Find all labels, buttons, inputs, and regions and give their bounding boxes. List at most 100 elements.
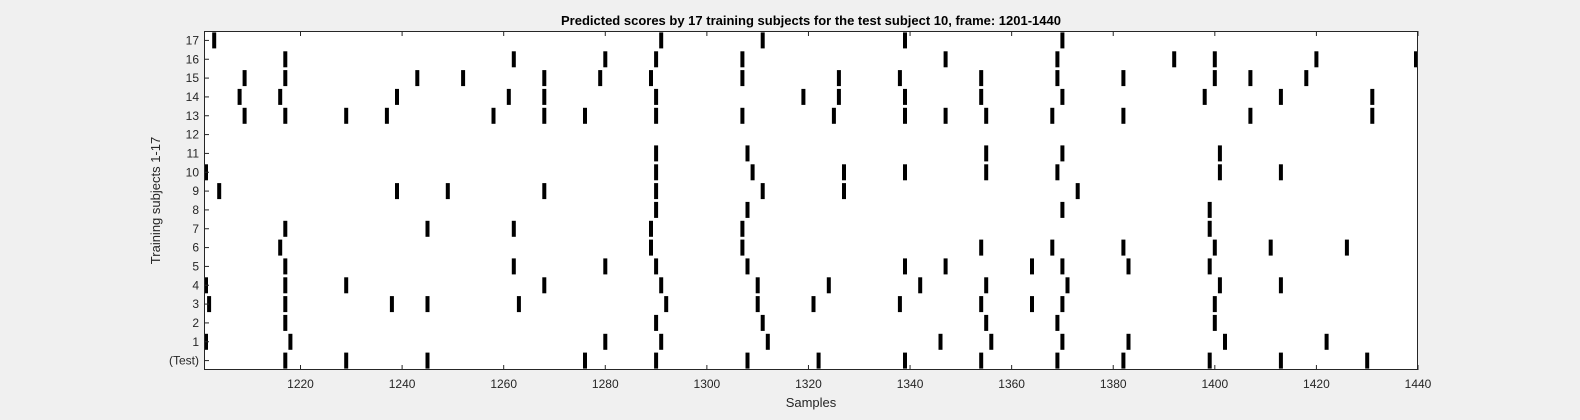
- score-mark: [1172, 51, 1177, 68]
- score-mark: [745, 145, 750, 162]
- y-tick-label: 13: [186, 109, 200, 123]
- score-mark: [745, 258, 750, 275]
- score-mark: [283, 220, 288, 237]
- score-mark: [1223, 333, 1227, 350]
- score-mark: [603, 258, 608, 275]
- score-mark: [750, 164, 755, 181]
- score-mark: [745, 201, 750, 218]
- score-mark: [740, 107, 745, 124]
- score-mark: [1126, 333, 1131, 350]
- y-tick-label: 12: [186, 128, 200, 142]
- score-mark: [984, 314, 989, 331]
- axis-ticks: 1220 1240 1260 1280 1300 1320 1340 1360 1380 1400…: [169, 31, 1432, 391]
- score-mark: [1030, 296, 1034, 313]
- score-mark: [989, 333, 994, 350]
- score-mark: [283, 314, 288, 331]
- y-tick-label: 11: [187, 146, 200, 160]
- score-mark: [654, 258, 659, 275]
- score-mark: [1248, 107, 1253, 124]
- score-mark: [283, 70, 288, 87]
- score-mark: [283, 296, 288, 313]
- score-mark: [395, 88, 399, 105]
- score-mark: [654, 164, 659, 181]
- score-mark: [760, 32, 765, 49]
- score-mark: [831, 107, 836, 124]
- score-mark: [943, 51, 948, 68]
- x-tick-label: 1440: [1405, 377, 1432, 391]
- score-mark: [217, 183, 222, 200]
- score-mark: [384, 107, 389, 124]
- score-mark: [1370, 88, 1375, 105]
- y-tick-label: 9: [192, 184, 199, 198]
- x-tick-label: 1340: [897, 377, 924, 391]
- score-mark: [740, 51, 745, 68]
- score-mark: [654, 51, 659, 68]
- score-mark: [603, 51, 608, 68]
- score-mark: [283, 258, 288, 275]
- y-tick-label: (Test): [169, 354, 199, 368]
- score-mark: [984, 107, 989, 124]
- score-mark: [344, 277, 349, 294]
- score-mark: [654, 107, 659, 124]
- score-mark: [979, 88, 984, 105]
- score-mark: [740, 220, 745, 237]
- score-mark: [654, 352, 659, 369]
- score-mark: [511, 220, 516, 237]
- score-mark: [760, 314, 765, 331]
- score-mark: [765, 333, 770, 350]
- score-mark: [745, 352, 750, 369]
- y-tick-label: 5: [192, 259, 199, 273]
- score-mark: [1065, 277, 1070, 294]
- score-mark: [1278, 277, 1283, 294]
- score-mark: [516, 296, 521, 313]
- score-mark: [415, 70, 420, 87]
- x-tick-label: 1260: [490, 377, 517, 391]
- score-mark: [740, 239, 745, 256]
- score-mark: [1217, 277, 1222, 294]
- x-axis-label: Samples: [786, 395, 837, 410]
- score-mark: [1060, 296, 1065, 313]
- score-mark: [207, 296, 212, 313]
- y-tick-label: 10: [186, 165, 200, 179]
- score-mark: [1060, 32, 1065, 49]
- x-tick-label: 1400: [1201, 377, 1228, 391]
- x-tick-label: 1300: [694, 377, 721, 391]
- y-tick-label: 14: [186, 90, 200, 104]
- score-mark: [903, 32, 907, 49]
- score-mark: [1278, 164, 1283, 181]
- score-mark: [1060, 145, 1065, 162]
- score-mark: [903, 352, 907, 369]
- score-mark: [278, 88, 283, 105]
- score-mark: [903, 258, 907, 275]
- score-mark: [979, 239, 984, 256]
- score-mark: [598, 70, 603, 87]
- score-mark: [1055, 51, 1060, 68]
- score-mark: [278, 239, 283, 256]
- score-mark: [755, 277, 760, 294]
- score-mark: [583, 107, 587, 124]
- score-mark: [984, 164, 989, 181]
- score-mark: [1217, 145, 1222, 162]
- score-mark: [511, 258, 516, 275]
- score-mark: [506, 88, 511, 105]
- score-mark: [1075, 183, 1080, 200]
- score-mark: [897, 296, 902, 313]
- score-mark: [654, 183, 659, 200]
- score-mark: [1050, 107, 1055, 124]
- score-mark: [344, 352, 349, 369]
- x-tick-label: 1320: [795, 377, 822, 391]
- y-tick-label: 1: [192, 335, 199, 349]
- score-mark: [659, 333, 664, 350]
- score-mark: [425, 220, 430, 237]
- chart-title: Predicted scores by 17 training subjects…: [561, 13, 1061, 28]
- score-mark: [1207, 220, 1212, 237]
- x-tick-label: 1380: [1100, 377, 1127, 391]
- score-mark: [425, 352, 430, 369]
- score-mark: [664, 296, 669, 313]
- y-tick-label: 16: [186, 52, 200, 66]
- score-mark: [811, 296, 816, 313]
- score-mark: [603, 333, 608, 350]
- score-mark: [542, 70, 547, 87]
- score-mark: [755, 296, 760, 313]
